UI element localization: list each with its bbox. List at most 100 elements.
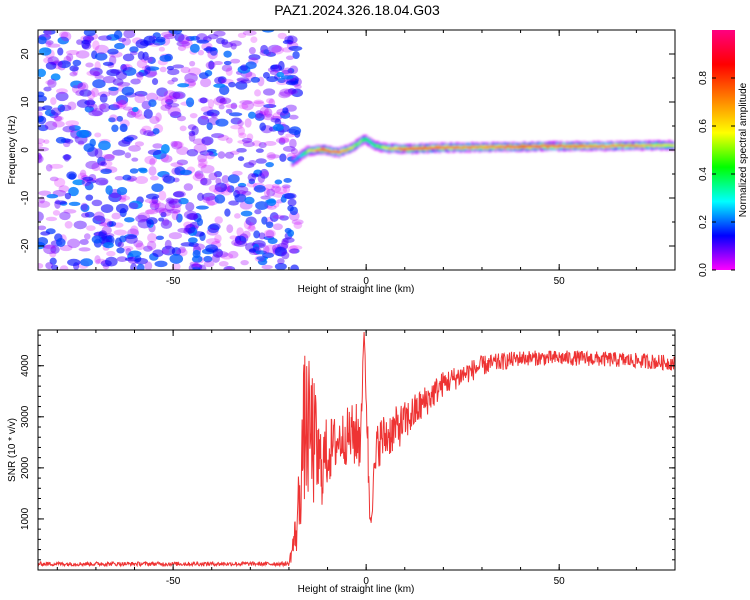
noise-speck xyxy=(247,225,256,232)
noise-speck xyxy=(292,51,300,60)
ridge-cell xyxy=(488,145,491,148)
noise-speck xyxy=(173,92,184,99)
y-tick-label: 10 xyxy=(20,96,31,108)
y-tick-label: 4000 xyxy=(20,354,31,377)
noise-speck xyxy=(201,192,216,201)
ridge-cell xyxy=(438,147,441,150)
noise-speck xyxy=(226,137,233,144)
noise-speck xyxy=(100,218,112,228)
ridge-cell xyxy=(594,145,598,148)
noise-speck xyxy=(289,248,300,254)
noise-speck xyxy=(265,230,275,238)
noise-speck xyxy=(47,43,61,48)
ridge-cell xyxy=(333,149,337,153)
ridge-cell xyxy=(372,143,376,146)
noise-speck xyxy=(161,245,176,256)
noise-speck xyxy=(231,239,243,247)
noise-speck xyxy=(45,163,53,172)
noise-speck xyxy=(244,196,255,205)
noise-speck xyxy=(91,162,101,172)
noise-speck xyxy=(83,30,96,37)
noise-speck xyxy=(109,114,118,123)
noise-speck xyxy=(213,30,226,37)
noise-speck xyxy=(113,30,123,40)
ridge-cell xyxy=(434,146,437,149)
ridge-cell xyxy=(328,150,331,153)
noise-speck xyxy=(199,150,214,156)
noise-speck xyxy=(236,147,247,153)
noise-speck xyxy=(200,115,209,120)
noise-speck xyxy=(214,182,228,193)
noise-speck xyxy=(262,72,270,79)
noise-speck xyxy=(172,64,185,69)
noise-speck xyxy=(134,141,145,147)
ridge-cell xyxy=(604,145,607,148)
noise-speck xyxy=(214,170,223,178)
ridge-cell xyxy=(486,146,490,149)
noise-speck xyxy=(289,138,297,149)
noise-speck xyxy=(38,200,51,208)
noise-speck xyxy=(38,236,49,246)
noise-speck xyxy=(66,53,74,62)
noise-speck xyxy=(59,211,71,221)
noise-speck xyxy=(272,214,285,219)
noise-speck xyxy=(225,108,233,114)
noise-speck xyxy=(288,126,302,136)
ridge-cell xyxy=(324,149,327,152)
noise-speck xyxy=(122,246,134,251)
noise-speck xyxy=(217,134,229,141)
ridge-cell xyxy=(555,145,559,149)
noise-speck xyxy=(224,208,231,217)
ridge-cell xyxy=(480,144,484,148)
noise-speck xyxy=(209,223,221,231)
ridge-cell xyxy=(669,144,673,146)
colorbar-label: Normalized spectral amplitude xyxy=(738,82,749,217)
noise-speck xyxy=(240,260,249,266)
noise-speck xyxy=(50,264,59,270)
ridge-cell xyxy=(530,145,534,148)
noise-speck xyxy=(250,76,261,83)
ridge-cell xyxy=(386,147,389,149)
noise-speck xyxy=(266,188,276,197)
noise-speck xyxy=(149,175,159,181)
noise-speck xyxy=(122,53,135,62)
noise-speck xyxy=(255,158,267,164)
ridge-cell xyxy=(463,146,466,148)
noise-speck xyxy=(281,238,289,245)
ridge-cell xyxy=(515,145,519,148)
noise-speck xyxy=(241,100,254,111)
noise-speck xyxy=(126,111,137,118)
noise-speck xyxy=(38,36,47,45)
ridge-cell xyxy=(569,145,573,148)
noise-speck xyxy=(116,115,124,122)
noise-speck xyxy=(98,222,108,227)
noise-speck xyxy=(253,184,266,193)
noise-speck xyxy=(194,171,202,177)
noise-speck xyxy=(81,212,90,218)
ridge-cell xyxy=(563,145,567,148)
noise-speck xyxy=(89,67,103,76)
noise-speck xyxy=(173,141,184,149)
noise-speck xyxy=(158,190,167,201)
noise-speck xyxy=(261,264,273,270)
noise-speck xyxy=(230,102,238,110)
noise-speck xyxy=(157,171,170,178)
noise-speck xyxy=(166,209,181,214)
noise-speck xyxy=(165,98,174,105)
noise-speck xyxy=(98,103,107,110)
ridge-cell xyxy=(492,145,495,148)
noise-speck xyxy=(183,183,194,191)
ridge-cell xyxy=(635,143,638,147)
noise-speck xyxy=(259,122,267,131)
noise-speck xyxy=(43,244,56,249)
noise-speck xyxy=(68,125,81,131)
noise-speck xyxy=(177,83,190,88)
ridge-cell xyxy=(621,143,625,147)
noise-speck xyxy=(121,86,135,96)
ridge-cell xyxy=(449,145,453,148)
ridge-cell xyxy=(658,145,661,147)
noise-speck xyxy=(272,123,284,132)
noise-speck xyxy=(143,130,155,137)
noise-speck xyxy=(50,97,57,106)
spectrogram-panel: -50 0 50 -20 -10 0 10 20 Height of straight li… xyxy=(7,29,676,295)
